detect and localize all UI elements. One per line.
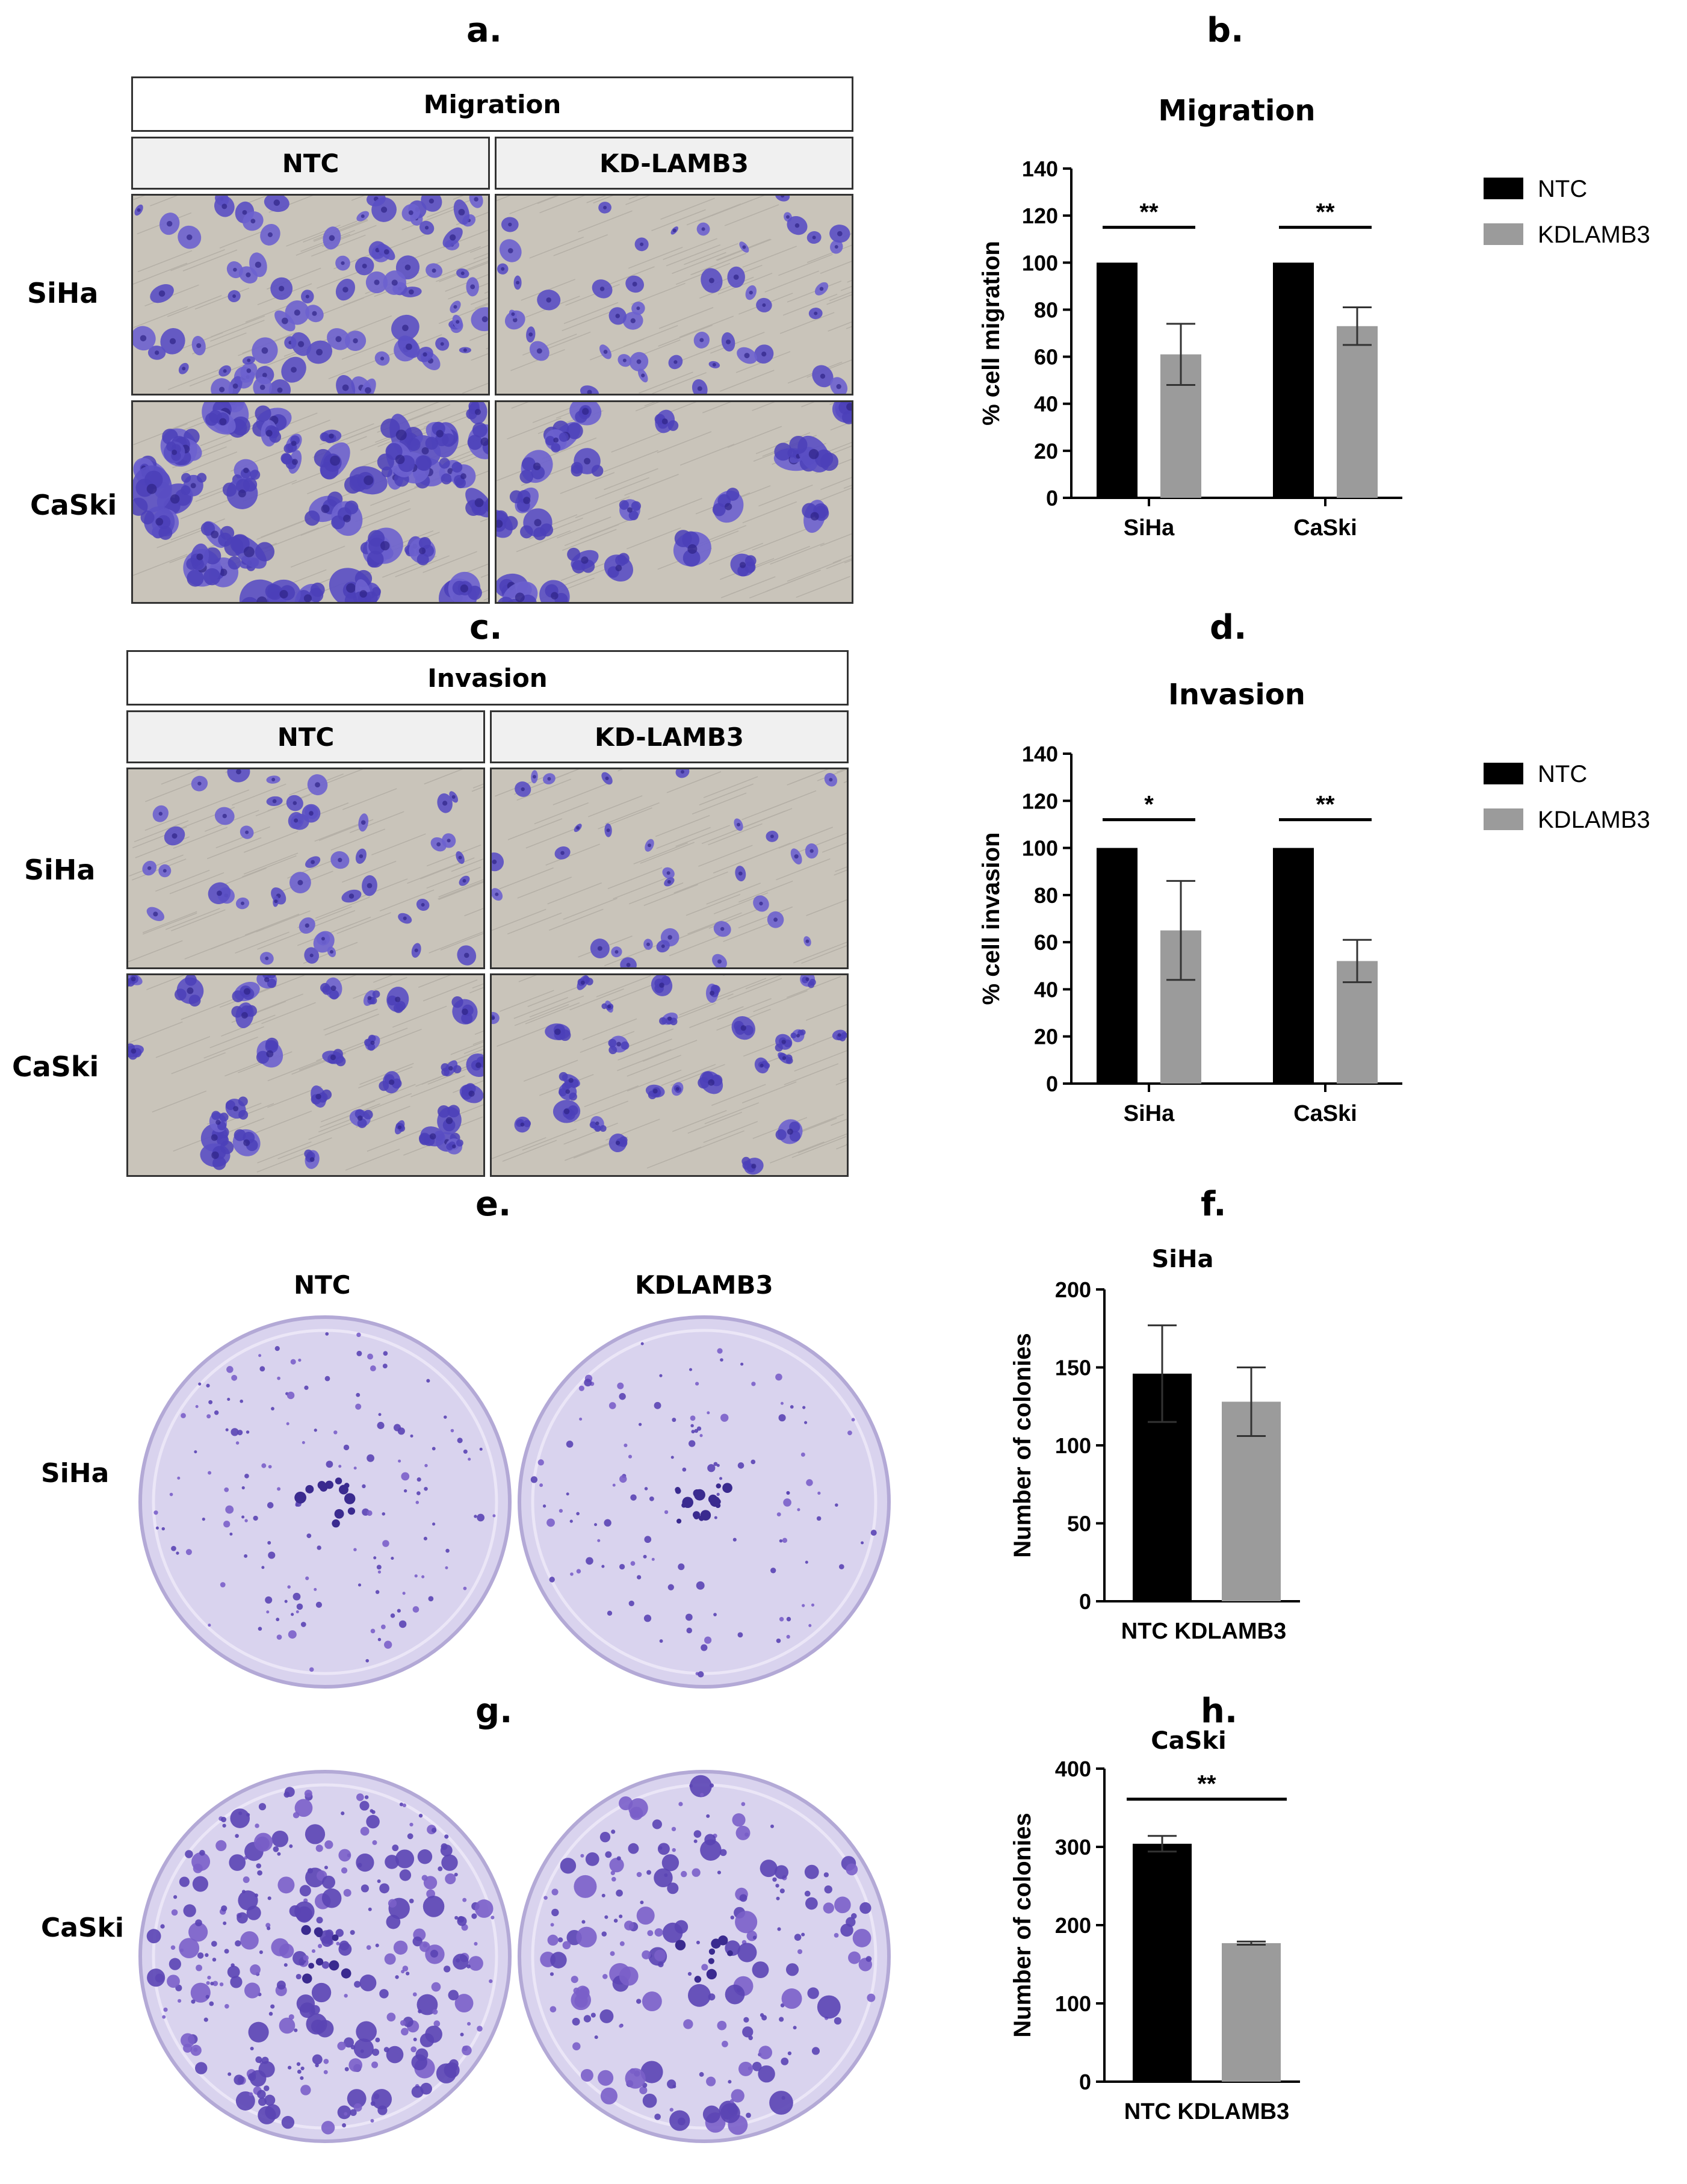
bar-ntc xyxy=(1133,1373,1192,1601)
micrograph-migration-siha-ntc xyxy=(131,194,490,396)
chart-title: SiHa xyxy=(1152,1246,1214,1273)
y-tick-label: 120 xyxy=(1022,789,1058,813)
micrograph-migration-siha-kd xyxy=(495,194,853,396)
panel-a-letter: a. xyxy=(466,11,503,50)
y-tick-label: 20 xyxy=(1034,439,1058,464)
x-tick-label: SiHa xyxy=(1124,1101,1175,1126)
bar-ntc-siha xyxy=(1097,262,1138,498)
bar-ntc xyxy=(1133,1843,1192,2082)
significance-label: ** xyxy=(1139,199,1159,226)
chart-title: Invasion xyxy=(1168,678,1305,712)
bar-kdlamb3 xyxy=(1222,1943,1281,2082)
x-tick-labels: NTC KDLAMB3 xyxy=(1124,2099,1289,2124)
panel-b-letter: b. xyxy=(1207,11,1244,50)
legend-swatch xyxy=(1484,763,1523,784)
y-tick-label: 20 xyxy=(1034,1025,1058,1049)
invasion-row-siha: SiHa xyxy=(24,854,96,886)
y-tick-label: 150 xyxy=(1055,1356,1091,1380)
x-tick-label: SiHa xyxy=(1124,515,1175,541)
significance-label: ** xyxy=(1197,1771,1216,1798)
legend-label: NTC xyxy=(1538,761,1587,787)
y-tick-label: 140 xyxy=(1022,742,1058,766)
migration-col-ntc: NTC xyxy=(131,137,490,190)
legend-label: KDLAMB3 xyxy=(1538,807,1650,833)
invasion-col-ntc: NTC xyxy=(126,710,485,763)
chart-title: Migration xyxy=(1158,94,1315,128)
bar-kdlamb3 xyxy=(1222,1401,1281,1601)
panel-h-letter: h. xyxy=(1201,1692,1238,1731)
y-tick-label: 40 xyxy=(1034,392,1058,417)
bar-kdlamb3-siha xyxy=(1160,354,1201,498)
significance-label: ** xyxy=(1316,792,1335,818)
y-tick-label: 0 xyxy=(1046,1072,1058,1096)
invasion-col-kd-lamb3: KD-LAMB3 xyxy=(490,710,849,763)
x-tick-label: CaSki xyxy=(1293,515,1357,541)
bar-ntc-caski xyxy=(1273,262,1314,498)
micrograph-invasion-caski-kd xyxy=(490,973,849,1177)
y-tick-label: 60 xyxy=(1034,345,1058,370)
bar-ntc-siha xyxy=(1097,848,1138,1084)
colony-plate-siha-kdlamb3 xyxy=(515,1312,894,1692)
micrograph-invasion-siha-ntc xyxy=(126,768,485,969)
invasion-header: Invasion xyxy=(126,650,849,706)
invasion-row-caski: CaSki xyxy=(12,1050,99,1083)
y-axis-label: % cell invasion xyxy=(978,833,1004,1005)
colony-plate-siha-ntc xyxy=(135,1312,515,1692)
bar-kdlamb3-siha xyxy=(1160,930,1201,1084)
migration-row-siha: SiHa xyxy=(27,277,99,309)
legend-label: NTC xyxy=(1538,176,1587,202)
panel-c-letter: c. xyxy=(469,608,503,647)
y-axis-label: Number of colonies xyxy=(1009,1813,1036,2037)
y-tick-label: 140 xyxy=(1022,157,1058,181)
y-axis-label: Number of colonies xyxy=(1009,1333,1036,1557)
legend-swatch xyxy=(1484,808,1523,830)
micrograph-migration-caski-ntc xyxy=(131,400,490,604)
y-axis-label: % cell migration xyxy=(978,241,1004,426)
micrograph-migration-caski-kd xyxy=(495,400,853,604)
y-tick-label: 300 xyxy=(1055,1835,1091,1860)
bar-kdlamb3-caski xyxy=(1337,326,1378,498)
y-tick-label: 80 xyxy=(1034,883,1058,908)
micrograph-invasion-siha-kd xyxy=(490,768,849,969)
y-tick-label: 50 xyxy=(1067,1512,1091,1536)
y-tick-label: 0 xyxy=(1079,2070,1091,2094)
migration-header: Migration xyxy=(131,76,853,132)
y-tick-label: 60 xyxy=(1034,930,1058,955)
significance-label: * xyxy=(1144,792,1154,818)
bar-ntc-caski xyxy=(1273,848,1314,1084)
plates-row-caski: CaSki xyxy=(41,1913,125,1943)
panel-e-letter: e. xyxy=(475,1185,512,1224)
y-tick-label: 100 xyxy=(1022,250,1058,275)
significance-label: ** xyxy=(1316,199,1335,226)
migration-col-kd-lamb3: KD-LAMB3 xyxy=(495,137,853,190)
chart-title: CaSki xyxy=(1151,1727,1226,1755)
panel-d-letter: d. xyxy=(1210,608,1247,647)
x-tick-label: CaSki xyxy=(1293,1101,1357,1126)
panel-g-letter: g. xyxy=(475,1692,513,1731)
legend-label: KDLAMB3 xyxy=(1538,222,1650,248)
plates-col-kdlamb3: KDLAMB3 xyxy=(635,1270,773,1300)
y-tick-label: 100 xyxy=(1055,1433,1091,1458)
plates-row-siha: SiHa xyxy=(41,1458,110,1489)
y-tick-label: 100 xyxy=(1022,836,1058,861)
y-tick-label: 100 xyxy=(1055,1991,1091,2016)
colony-plate-caski-kdlamb3 xyxy=(515,1767,894,2146)
micrograph-invasion-caski-ntc xyxy=(126,973,485,1177)
legend-swatch xyxy=(1484,178,1523,199)
y-tick-label: 0 xyxy=(1046,486,1058,510)
colony-plate-caski-ntc xyxy=(135,1767,515,2146)
plates-col-ntc: NTC xyxy=(294,1270,351,1300)
y-tick-label: 0 xyxy=(1079,1589,1091,1614)
y-tick-label: 400 xyxy=(1055,1757,1091,1781)
y-tick-label: 80 xyxy=(1034,297,1058,322)
y-tick-label: 200 xyxy=(1055,1913,1091,1938)
migration-row-caski: CaSki xyxy=(30,489,117,521)
y-tick-label: 120 xyxy=(1022,203,1058,228)
panel-f-letter: f. xyxy=(1201,1185,1227,1224)
legend-swatch xyxy=(1484,223,1523,245)
y-tick-label: 40 xyxy=(1034,977,1058,1002)
y-tick-label: 200 xyxy=(1055,1277,1091,1302)
bar-kdlamb3-caski xyxy=(1337,961,1378,1084)
x-tick-labels: NTC KDLAMB3 xyxy=(1121,1619,1286,1644)
